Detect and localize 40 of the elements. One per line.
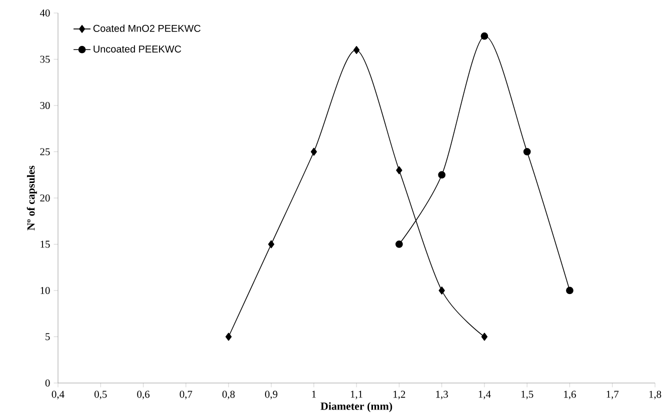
y-tick-label: 30: [40, 102, 50, 110]
y-tick-label: 25: [40, 148, 50, 156]
x-tick-label: 1,6: [564, 390, 576, 400]
x-tick-label: 0,4: [52, 390, 64, 400]
legend-label: Coated MnO2 PEEKWC: [93, 24, 200, 32]
point: [268, 240, 274, 248]
point: [225, 332, 232, 341]
x-tick-label: 1,4: [478, 390, 491, 400]
y-tick-label: 40: [40, 9, 50, 17]
y-tick-label: 5: [46, 333, 50, 340]
y-axis-title: Nº of capsules: [26, 166, 37, 230]
legend-label: Uncoated PEEKWC: [94, 45, 182, 53]
x-tick-label: 0,5: [94, 390, 107, 400]
point: [438, 286, 445, 294]
x-tick-label: 1,2: [394, 390, 406, 400]
x-tick-label: 0,8: [222, 390, 235, 400]
x-tick-label: 1,8: [649, 390, 662, 400]
x-tick-label: 1: [312, 390, 316, 398]
y-tick-label: 15: [40, 240, 50, 248]
x-tick-label: 1,1: [350, 390, 362, 400]
x-tick-label: 0,6: [137, 390, 150, 400]
point: [438, 171, 446, 179]
point: [353, 46, 360, 54]
point: [523, 148, 531, 156]
point: [566, 286, 574, 294]
x-tick-label: 1,7: [606, 390, 619, 400]
point: [395, 240, 403, 248]
x-tick-label: 1,5: [521, 390, 534, 400]
x-tick-label: 1,3: [436, 390, 448, 400]
x-axis-title: Diameter (mm): [320, 402, 392, 412]
y-tick-label: 10: [40, 286, 50, 294]
point: [480, 32, 488, 40]
point: [396, 166, 402, 174]
y-tick-label: 35: [40, 56, 50, 63]
y-tick-label: 0: [45, 379, 50, 387]
x-tick-label: 0,9: [265, 390, 278, 400]
y-tick-label: 20: [40, 194, 50, 202]
point: [310, 148, 317, 156]
x-tick-label: 0,7: [180, 390, 192, 400]
point: [481, 332, 488, 341]
